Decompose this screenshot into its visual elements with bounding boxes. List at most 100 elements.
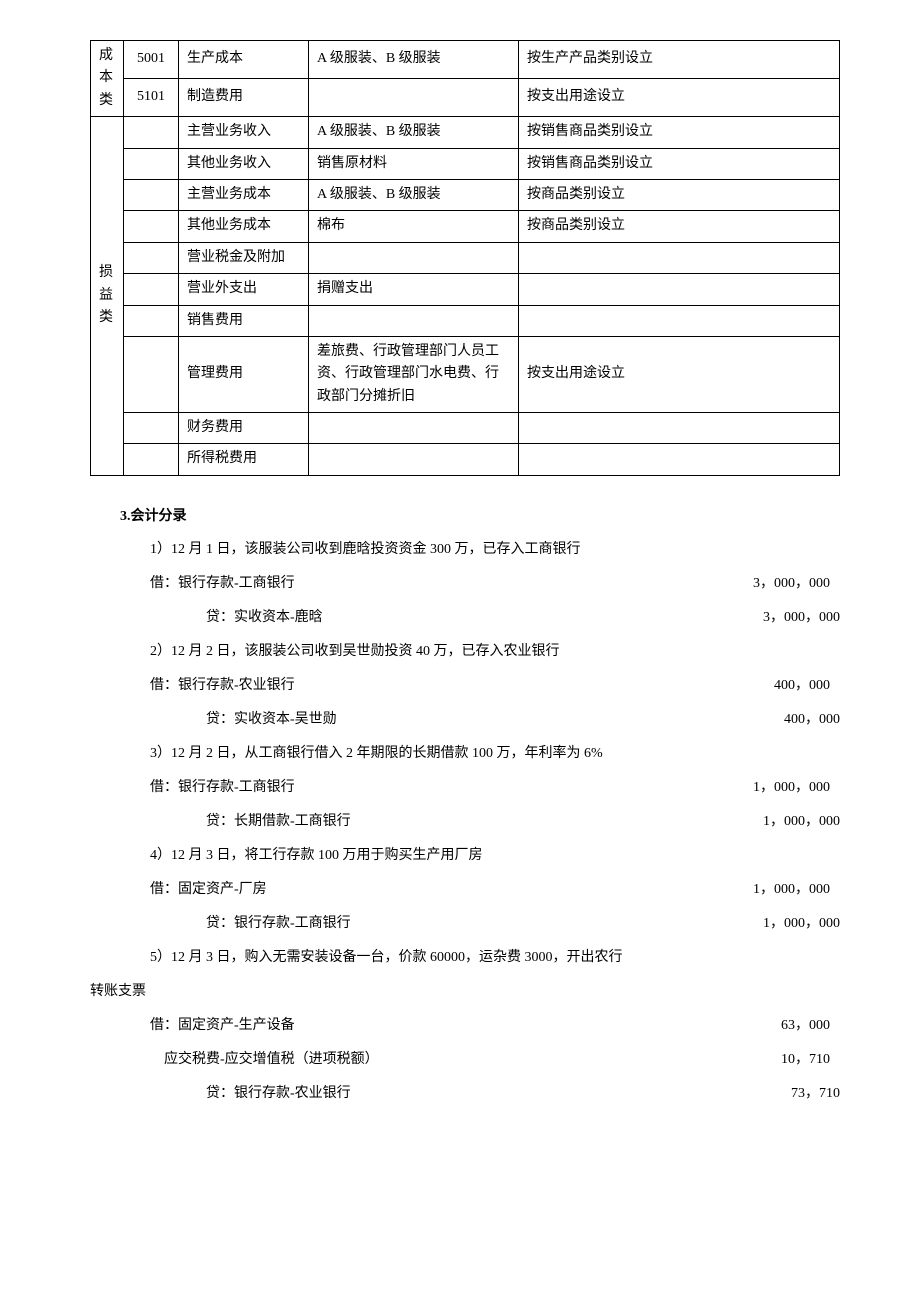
debit-line: 应交税费-应交增值税（进项税额） 10，710	[150, 1046, 840, 1074]
debit-line: 借：银行存款-农业银行400，000	[150, 672, 840, 700]
journal-entry: 3）12 月 2 日，从工商银行借入 2 年期限的长期借款 100 万，年利率为…	[150, 740, 840, 836]
entry-amount: 10，710	[781, 1046, 840, 1074]
account-desc	[309, 413, 519, 444]
entry-label: 贷：长期借款-工商银行	[206, 808, 351, 836]
entry-amount: 400，000	[774, 672, 840, 700]
account-desc: A 级服装、B 级服装	[309, 117, 519, 148]
entry-label: 贷：银行存款-工商银行	[206, 910, 351, 938]
journal-entry: 4）12 月 3 日，将工行存款 100 万用于购买生产用厂房借：固定资产-厂房…	[150, 842, 840, 938]
table-row: 管理费用差旅费、行政管理部门人员工资、行政管理部门水电费、行政部门分摊折旧按支出…	[91, 336, 840, 412]
account-code	[124, 274, 179, 305]
entry-label: 借：固定资产-生产设备	[150, 1012, 295, 1040]
account-note	[519, 444, 840, 475]
account-desc	[309, 242, 519, 273]
account-code	[124, 179, 179, 210]
entry-amount: 1，000，000	[753, 774, 840, 802]
account-code	[124, 413, 179, 444]
category-label: 损益类	[91, 117, 124, 476]
credit-line: 贷：长期借款-工商银行 1，000，000	[150, 808, 840, 836]
table-row: 5101制造费用按支出用途设立	[91, 79, 840, 117]
section-title: 3.会计分录	[120, 506, 840, 528]
account-desc: A 级服装、B 级服装	[309, 179, 519, 210]
table-row: 成本类5001生产成本A 级服装、B 级服装按生产产品类别设立	[91, 41, 840, 79]
credit-line: 贷：银行存款-工商银行 1，000，000	[150, 910, 840, 938]
account-name: 主营业务收入	[179, 117, 309, 148]
entry-description: 4）12 月 3 日，将工行存款 100 万用于购买生产用厂房	[150, 842, 840, 870]
account-note: 按商品类别设立	[519, 211, 840, 242]
account-code	[124, 336, 179, 412]
account-note: 按支出用途设立	[519, 79, 840, 117]
entry-amount: 1，000，000	[763, 808, 840, 836]
account-note	[519, 305, 840, 336]
account-name: 管理费用	[179, 336, 309, 412]
entry-label: 贷：银行存款-农业银行	[206, 1080, 351, 1108]
table-row: 其他业务收入销售原材料按销售商品类别设立	[91, 148, 840, 179]
entry-amount: 400，000	[784, 706, 840, 734]
entry-label: 应交税费-应交增值税（进项税额）	[150, 1046, 379, 1074]
entry-amount: 1，000，000	[753, 876, 840, 904]
account-desc	[309, 305, 519, 336]
entry-description: 1）12 月 1 日，该服装公司收到鹿晗投资资金 300 万，已存入工商银行	[150, 536, 840, 564]
account-note	[519, 274, 840, 305]
account-name: 生产成本	[179, 41, 309, 79]
category-label: 成本类	[91, 41, 124, 117]
debit-line: 借：固定资产-厂房 1，000，000	[150, 876, 840, 904]
table-row: 所得税费用	[91, 444, 840, 475]
credit-line: 贷：实收资本-吴世勋 400，000	[150, 706, 840, 734]
table-row: 营业税金及附加	[91, 242, 840, 273]
account-note: 按生产产品类别设立	[519, 41, 840, 79]
account-desc: 棉布	[309, 211, 519, 242]
debit-line: 借：固定资产-生产设备 63，000	[150, 1012, 840, 1040]
table-row: 损益类主营业务收入A 级服装、B 级服装按销售商品类别设立	[91, 117, 840, 148]
account-desc	[309, 444, 519, 475]
account-note: 按支出用途设立	[519, 336, 840, 412]
entry-amount: 73，710	[791, 1080, 840, 1108]
entry-amount: 3，000，000	[763, 604, 840, 632]
account-desc: 捐赠支出	[309, 274, 519, 305]
entry-label: 借：固定资产-厂房	[150, 876, 267, 904]
account-name: 主营业务成本	[179, 179, 309, 210]
credit-line: 贷：实收资本-鹿晗 3，000，000	[150, 604, 840, 632]
account-name: 销售费用	[179, 305, 309, 336]
account-name: 制造费用	[179, 79, 309, 117]
account-code	[124, 148, 179, 179]
entry-description: 3）12 月 2 日，从工商银行借入 2 年期限的长期借款 100 万，年利率为…	[150, 740, 840, 768]
account-note: 按销售商品类别设立	[519, 148, 840, 179]
account-desc: A 级服装、B 级服装	[309, 41, 519, 79]
journal-entry: 5）12 月 3 日，购入无需安装设备一台，价款 60000，运杂费 3000，…	[150, 944, 840, 1108]
account-code: 5001	[124, 41, 179, 79]
account-code	[124, 117, 179, 148]
account-name: 所得税费用	[179, 444, 309, 475]
account-desc	[309, 79, 519, 117]
credit-line: 贷：银行存款-农业银行 73，710	[150, 1080, 840, 1108]
account-desc: 销售原材料	[309, 148, 519, 179]
table-row: 财务费用	[91, 413, 840, 444]
table-row: 其他业务成本棉布按商品类别设立	[91, 211, 840, 242]
entry-amount: 1，000，000	[763, 910, 840, 938]
account-name: 财务费用	[179, 413, 309, 444]
account-note	[519, 413, 840, 444]
account-code	[124, 242, 179, 273]
entry-label: 贷：实收资本-吴世勋	[206, 706, 337, 734]
entry-label: 贷：实收资本-鹿晗	[206, 604, 323, 632]
debit-line: 借：银行存款-工商银行 3，000，000	[150, 570, 840, 598]
entry-label: 借：银行存款-工商银行	[150, 570, 295, 598]
account-desc: 差旅费、行政管理部门人员工资、行政管理部门水电费、行政部门分摊折旧	[309, 336, 519, 412]
table-row: 营业外支出捐赠支出	[91, 274, 840, 305]
debit-line: 借：银行存款-工商银行 1，000，000	[150, 774, 840, 802]
entry-description: 5）12 月 3 日，购入无需安装设备一台，价款 60000，运杂费 3000，…	[150, 944, 840, 972]
journal-entry: 2）12 月 2 日，该服装公司收到吴世勋投资 40 万，已存入农业银行借：银行…	[150, 638, 840, 734]
entry-amount: 3，000，000	[753, 570, 840, 598]
journal-entry: 1）12 月 1 日，该服装公司收到鹿晗投资资金 300 万，已存入工商银行借：…	[150, 536, 840, 632]
entry-description: 2）12 月 2 日，该服装公司收到吴世勋投资 40 万，已存入农业银行	[150, 638, 840, 666]
account-note	[519, 242, 840, 273]
account-note: 按商品类别设立	[519, 179, 840, 210]
entry-label: 借：银行存款-工商银行	[150, 774, 295, 802]
account-name: 其他业务成本	[179, 211, 309, 242]
account-code	[124, 305, 179, 336]
account-name: 营业外支出	[179, 274, 309, 305]
entry-amount: 63，000	[781, 1012, 840, 1040]
table-row: 主营业务成本A 级服装、B 级服装按商品类别设立	[91, 179, 840, 210]
account-note: 按销售商品类别设立	[519, 117, 840, 148]
account-name: 其他业务收入	[179, 148, 309, 179]
